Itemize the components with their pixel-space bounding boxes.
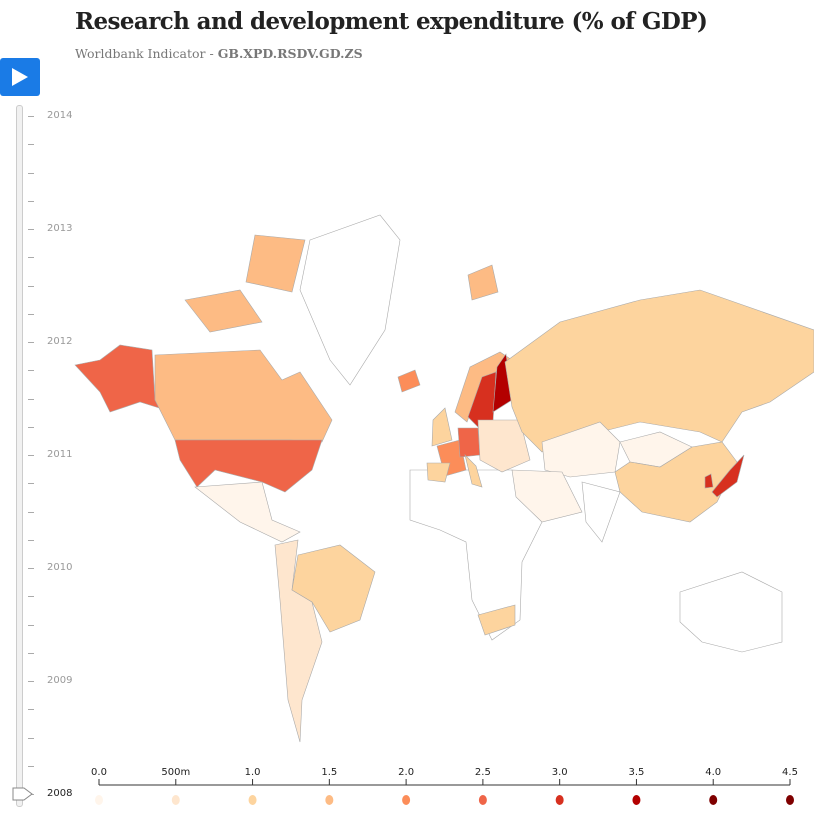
country-japan[interactable]: [711, 454, 745, 498]
year-label[interactable]: 2010: [47, 562, 73, 573]
chart-title: Research and development expenditure (% …: [75, 8, 708, 35]
country-greenland[interactable]: [299, 214, 401, 386]
legend-tick-label: 2.0: [398, 767, 415, 778]
country-canada-islands[interactable]: [184, 289, 263, 333]
slider-tick: [28, 455, 34, 456]
country-svalbard[interactable]: [467, 264, 499, 301]
slider-tick: [28, 681, 34, 682]
country-russia[interactable]: [504, 289, 814, 453]
slider-tick: [28, 370, 34, 372]
country-korea[interactable]: [704, 473, 714, 489]
country-uk[interactable]: [431, 407, 453, 447]
country-iceland[interactable]: [397, 369, 421, 393]
slider-tick: [28, 624, 34, 626]
slider-tick: [28, 483, 34, 485]
year-label[interactable]: 2013: [47, 223, 73, 234]
year-label[interactable]: 2011: [47, 449, 73, 460]
country-canada[interactable]: [154, 349, 333, 443]
legend-tick-label: 4.5: [782, 767, 798, 778]
legend-swatch: [248, 795, 257, 805]
slider-tick: [28, 511, 34, 513]
slider-tick: [28, 172, 34, 174]
slider-tick: [28, 765, 34, 767]
subtitle-prefix: Worldbank Indicator -: [75, 46, 218, 61]
legend-tick-label: 0.0: [91, 767, 107, 778]
legend-swatch: [555, 795, 564, 805]
year-label[interactable]: 2009: [47, 675, 73, 686]
slider-tick: [28, 285, 34, 287]
country-eastern-europe[interactable]: [477, 419, 531, 473]
legend-tick-label: 2.5: [474, 767, 491, 778]
slider-tick: [28, 737, 34, 739]
slider-tick: [28, 200, 34, 202]
slider-tick: [28, 709, 34, 711]
slider-tick: [28, 398, 34, 400]
slider-tick: [28, 426, 34, 428]
year-slider-track[interactable]: [16, 105, 23, 807]
slider-tick: [28, 596, 34, 598]
legend-tick-label: 3.5: [628, 767, 645, 778]
year-label[interactable]: 2012: [47, 336, 73, 347]
legend-swatch: [95, 795, 103, 805]
country-germany[interactable]: [457, 427, 481, 458]
slider-tick: [28, 539, 34, 541]
legend-swatch: [171, 795, 180, 805]
play-button[interactable]: [0, 58, 40, 96]
country-middle-east[interactable]: [511, 469, 583, 523]
year-label[interactable]: 2014: [47, 110, 73, 121]
country-south-africa[interactable]: [477, 604, 516, 636]
country-spain[interactable]: [426, 462, 451, 483]
legend-tick-label: 3.0: [551, 767, 568, 778]
play-icon: [12, 68, 28, 86]
country-china[interactable]: [614, 441, 738, 523]
legend-tick-label: 1.0: [244, 767, 261, 778]
slider-tick: [28, 568, 34, 569]
legend-tick-label: 1.5: [321, 767, 338, 778]
slider-tick: [28, 257, 34, 259]
legend-tick-label: 500m: [161, 767, 191, 778]
country-mexico[interactable]: [194, 481, 301, 543]
indicator-code: GB.XPD.RSDV.GD.ZS: [217, 46, 363, 61]
slider-tick: [28, 116, 34, 117]
slider-tick: [28, 342, 34, 343]
country-baffin[interactable]: [245, 234, 306, 293]
slider-tick: [28, 652, 34, 654]
country-italy[interactable]: [464, 454, 483, 488]
country-south-america[interactable]: [274, 539, 323, 743]
country-brazil[interactable]: [291, 544, 376, 633]
slider-tick: [28, 144, 34, 146]
legend-tick-label: 4.0: [705, 767, 722, 778]
legend-swatch: [709, 795, 718, 805]
year-label[interactable]: 2008: [47, 788, 73, 799]
legend-swatch: [786, 795, 794, 805]
slider-tick: [28, 313, 34, 315]
legend-swatch: [478, 795, 487, 805]
legend-swatch: [325, 795, 334, 805]
legend-swatch: [632, 795, 641, 805]
chart-subtitle: Worldbank Indicator - GB.XPD.RSDV.GD.ZS: [75, 46, 363, 61]
country-australia[interactable]: [679, 571, 783, 653]
legend-swatch: [402, 795, 411, 805]
year-slider-handle[interactable]: [12, 787, 34, 803]
slider-tick: [28, 229, 34, 230]
country-india[interactable]: [581, 481, 621, 543]
